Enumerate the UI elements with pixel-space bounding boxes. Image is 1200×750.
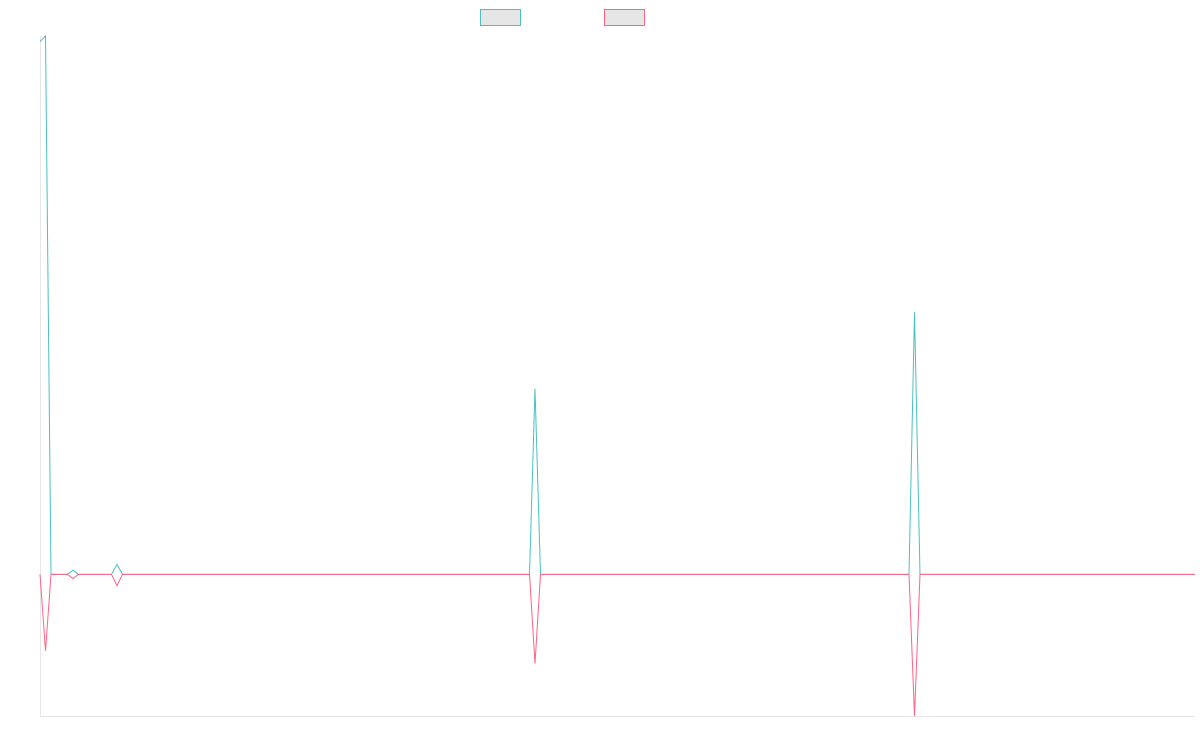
legend-swatch [480,9,521,26]
series-line [39,34,1195,575]
series-line [39,573,1195,717]
legend-swatch [604,9,645,26]
